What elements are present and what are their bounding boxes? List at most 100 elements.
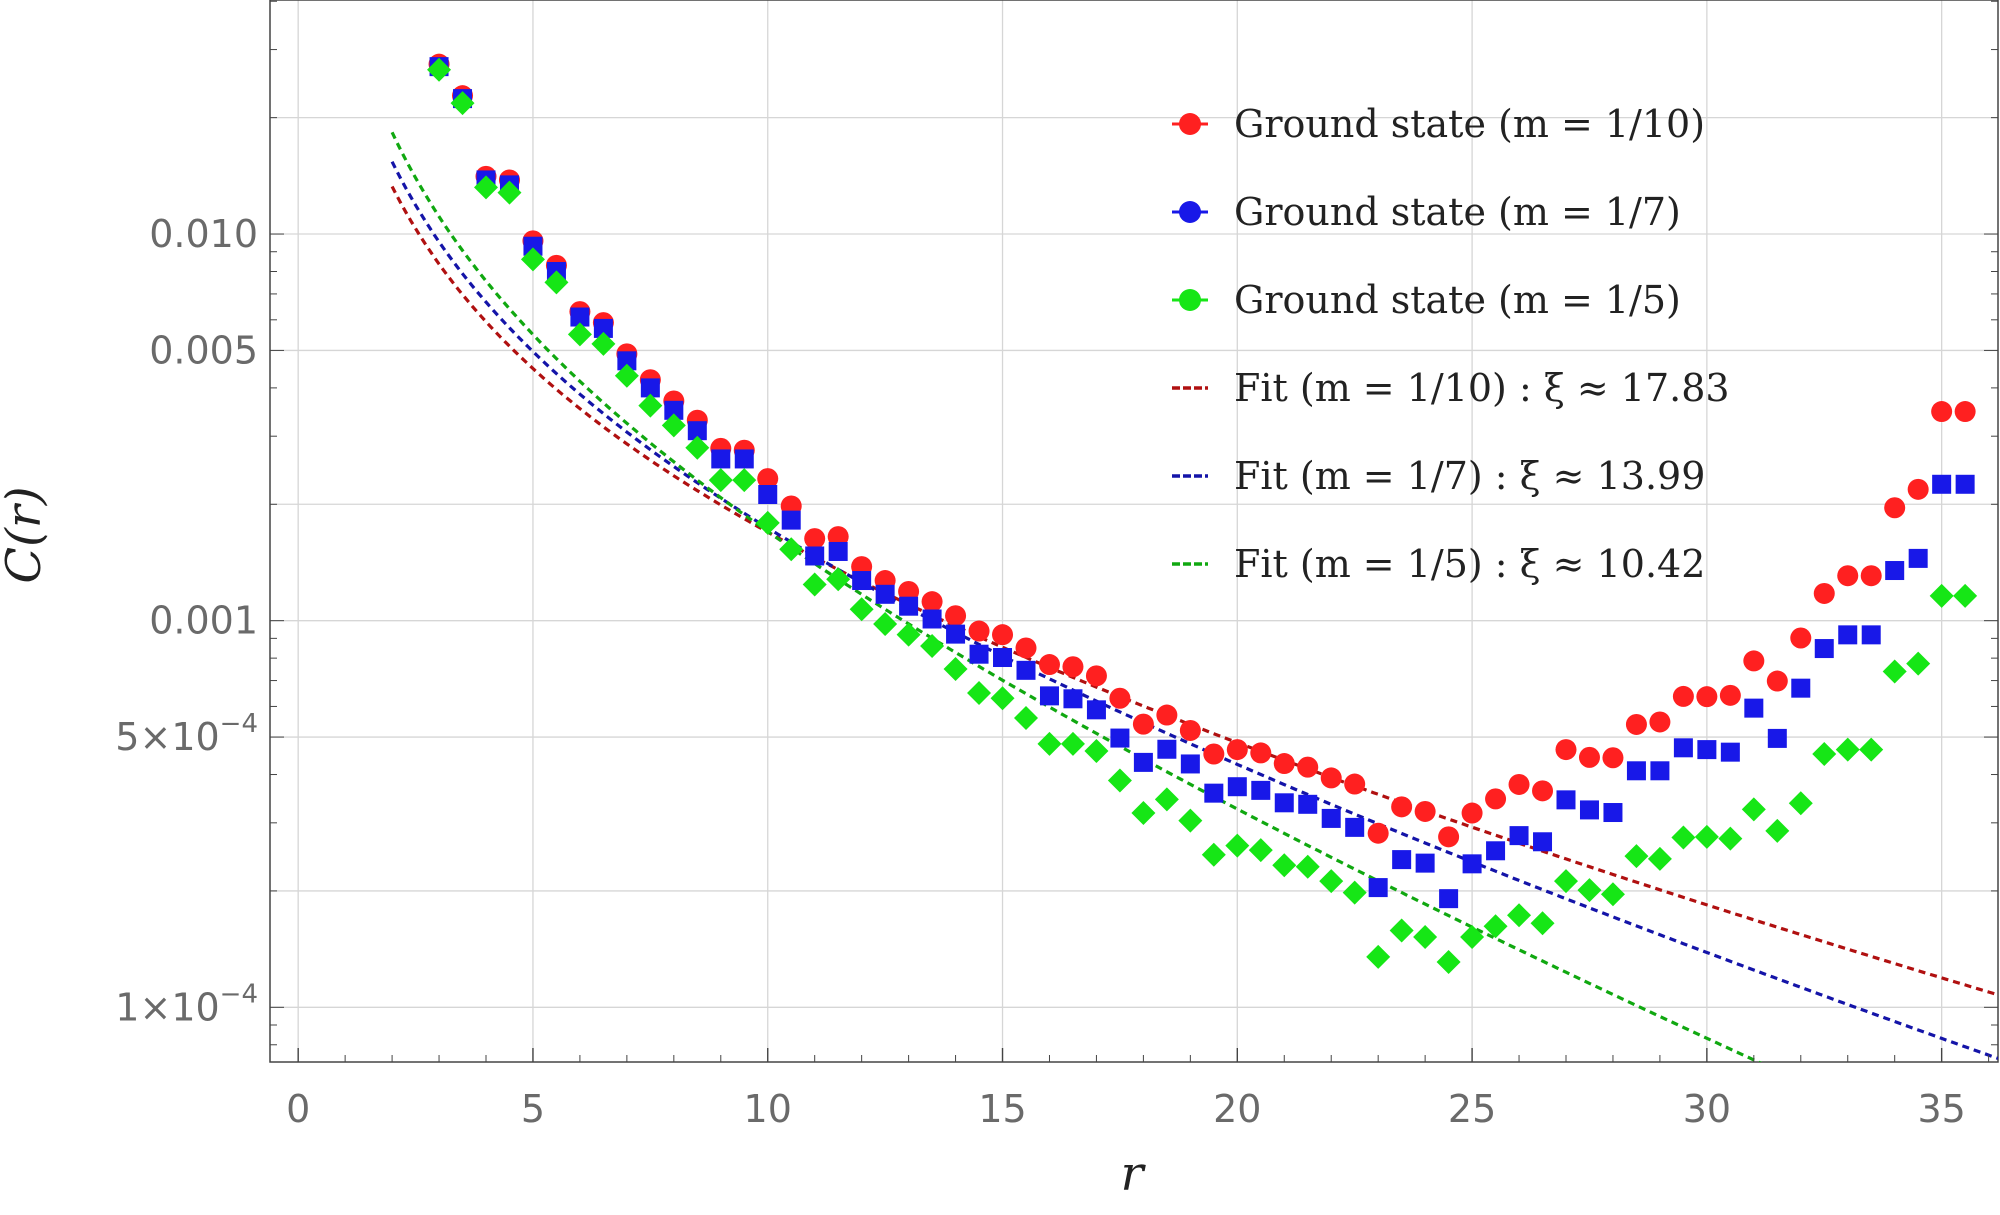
data-point-diamond — [1413, 924, 1438, 949]
data-point-diamond — [1953, 583, 1978, 608]
data-point-square — [1650, 761, 1670, 781]
data-point-circle — [1766, 670, 1788, 692]
data-point-circle — [1508, 773, 1530, 795]
data-point-diamond — [826, 567, 851, 592]
fit-line-1 — [390, 160, 1998, 1060]
data-point-circle — [1297, 756, 1319, 778]
data-point-circle — [1226, 739, 1248, 761]
data-point-diamond — [567, 322, 592, 347]
data-point-diamond — [638, 393, 663, 418]
data-point-circle — [1672, 685, 1694, 707]
data-point-diamond — [661, 413, 686, 438]
data-point-diamond — [1225, 833, 1250, 858]
data-point-diamond — [427, 57, 452, 82]
data-point-diamond — [1319, 869, 1344, 894]
x-tick-label: 15 — [978, 1087, 1026, 1131]
data-point-circle — [1578, 746, 1600, 768]
data-point-diamond — [520, 247, 545, 272]
data-point-square — [899, 596, 919, 616]
legend-label: Ground state (m = 1/5) — [1234, 278, 1681, 322]
x-tick-label: 20 — [1213, 1087, 1261, 1131]
data-point-square — [1133, 752, 1153, 772]
data-point-circle — [1414, 800, 1436, 822]
data-point-diamond — [1647, 846, 1672, 871]
data-point-diamond — [685, 435, 710, 460]
axis-ticks — [270, 0, 1998, 1062]
data-point-square — [1720, 742, 1740, 762]
y-tick-label: 1×10−4 — [115, 979, 258, 1029]
x-axis-title: r — [1121, 1146, 1147, 1202]
data-point-square — [1274, 793, 1294, 813]
legend-label: Ground state (m = 1/10) — [1234, 102, 1705, 146]
data-point-diamond — [1389, 918, 1414, 943]
legend-marker — [1179, 113, 1201, 135]
data-point-square — [1251, 780, 1271, 800]
data-point-diamond — [990, 686, 1015, 711]
y-tick-label: 5×10−4 — [115, 709, 258, 759]
data-markers — [427, 53, 1978, 974]
data-point-square — [1157, 739, 1177, 759]
data-point-diamond — [1131, 801, 1156, 826]
data-point-square — [781, 510, 801, 530]
data-point-diamond — [1248, 838, 1273, 863]
data-point-square — [1204, 783, 1224, 803]
data-point-diamond — [1507, 903, 1532, 928]
data-point-diamond — [1788, 791, 1813, 816]
data-point-circle — [1320, 767, 1342, 789]
data-point-diamond — [1577, 878, 1602, 903]
data-point-circle — [1907, 478, 1929, 500]
data-point-diamond — [1835, 737, 1860, 762]
data-point-circle — [921, 591, 943, 613]
data-point-square — [570, 307, 590, 327]
y-tick-label-base: 0.010 — [149, 212, 258, 256]
data-point-square — [617, 351, 637, 371]
data-point-square — [664, 400, 684, 420]
data-point-circle — [992, 624, 1014, 646]
data-point-diamond — [1859, 737, 1884, 762]
data-point-diamond — [873, 612, 898, 637]
data-point-square — [1227, 777, 1247, 797]
data-point-circle — [1391, 796, 1413, 818]
data-point-circle — [1884, 497, 1906, 519]
data-point-diamond — [1107, 768, 1132, 793]
data-point-diamond — [1060, 731, 1085, 756]
legend-label: Ground state (m = 1/7) — [1234, 190, 1681, 234]
data-point-circle — [1250, 742, 1272, 764]
y-tick-label-base: 1×10 — [115, 985, 219, 1029]
data-point-diamond — [849, 597, 874, 622]
data-point-diamond — [1178, 808, 1203, 833]
data-point-circle — [1719, 684, 1741, 706]
data-point-square — [711, 449, 731, 469]
data-point-circle — [1696, 686, 1718, 708]
data-point-diamond — [967, 681, 992, 706]
data-point-square — [875, 584, 895, 604]
data-point-diamond — [1084, 739, 1109, 764]
data-point-square — [1321, 808, 1341, 828]
data-point-circle — [1109, 687, 1131, 709]
data-point-square — [1368, 878, 1388, 898]
data-point-square — [1039, 686, 1059, 706]
y-tick-label: 0.001 — [149, 599, 258, 643]
y-tick-label-base: 0.001 — [149, 599, 258, 643]
data-point-square — [1415, 853, 1435, 873]
data-point-square — [1885, 561, 1905, 581]
data-point-circle — [1931, 401, 1953, 423]
data-point-circle — [757, 468, 779, 490]
data-point-diamond — [1366, 944, 1391, 969]
data-point-diamond — [1671, 825, 1696, 850]
data-point-square — [969, 644, 989, 664]
data-point-circle — [1344, 773, 1366, 795]
data-point-circle — [1555, 739, 1577, 761]
legend-label: Fit (m = 1/7) : ξ ≈ 13.99 — [1234, 454, 1705, 498]
data-point-diamond — [1718, 826, 1743, 851]
data-point-square — [1462, 854, 1482, 874]
data-point-square — [1791, 678, 1811, 698]
data-point-square — [1392, 850, 1412, 870]
grid — [270, 0, 1998, 1062]
data-point-circle — [1954, 401, 1976, 423]
data-point-square — [1439, 889, 1459, 909]
x-tick-label: 35 — [1917, 1087, 1965, 1131]
data-point-diamond — [497, 180, 522, 205]
data-point-square — [1932, 474, 1952, 494]
x-tick-label: 0 — [286, 1087, 310, 1131]
